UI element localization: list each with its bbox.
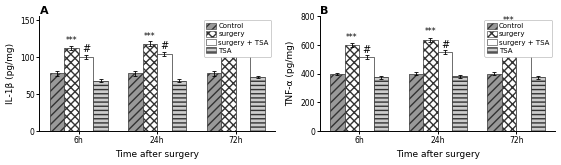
Text: ***: *** [144, 32, 156, 41]
Bar [330, 74, 344, 131]
Bar [487, 74, 502, 131]
Bar [502, 29, 516, 131]
Y-axis label: IL-1β (pg/mg): IL-1β (pg/mg) [6, 43, 15, 104]
Legend: Control, surgery, surgery + TSA, TSA: Control, surgery, surgery + TSA, TSA [204, 20, 272, 57]
Bar [408, 74, 423, 131]
Text: #: # [160, 41, 168, 51]
Text: ***: *** [425, 27, 436, 36]
Bar [221, 41, 236, 131]
Text: ***: *** [66, 36, 77, 45]
Bar [142, 44, 157, 131]
Text: ***: *** [503, 16, 515, 25]
Bar [79, 57, 93, 131]
Bar [452, 76, 467, 131]
Bar [438, 52, 452, 131]
X-axis label: Time after surgery: Time after surgery [115, 150, 199, 159]
Bar [64, 48, 79, 131]
Legend: Control, surgery, surgery + TSA, TSA: Control, surgery, surgery + TSA, TSA [484, 20, 552, 57]
Text: ***: *** [223, 30, 234, 39]
Bar [157, 54, 172, 131]
Y-axis label: TNF-α (pg/mg): TNF-α (pg/mg) [286, 41, 295, 106]
Bar [531, 77, 545, 131]
Text: #: # [441, 40, 449, 50]
Bar [359, 57, 374, 131]
Text: B: B [320, 6, 328, 16]
Bar [344, 45, 359, 131]
Text: #: # [239, 37, 247, 47]
Bar [423, 40, 438, 131]
Bar [172, 81, 186, 131]
Bar [206, 73, 221, 131]
Text: #: # [519, 30, 527, 40]
Text: A: A [39, 6, 48, 16]
Bar [49, 73, 64, 131]
Bar [374, 77, 388, 131]
Bar [250, 77, 265, 131]
Text: #: # [82, 44, 90, 54]
Text: #: # [362, 45, 371, 55]
Bar [516, 43, 531, 131]
Bar [128, 73, 142, 131]
X-axis label: Time after surgery: Time after surgery [396, 150, 480, 159]
Text: ***: *** [346, 33, 358, 42]
Bar [93, 81, 108, 131]
Bar [236, 50, 250, 131]
